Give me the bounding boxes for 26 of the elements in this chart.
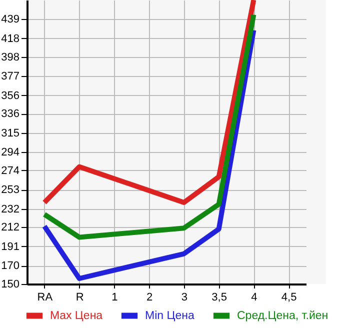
x-tick-label: 4	[251, 292, 258, 304]
y-tick-label: 274	[1, 164, 20, 177]
y-tick-label: 356	[1, 90, 20, 102]
y-tick-label: 377	[1, 70, 20, 83]
y-tick-label: 398	[1, 51, 20, 64]
y-tick-label: 170	[1, 260, 20, 272]
y-tick-label: 336	[1, 108, 20, 120]
x-tick-label: 3	[181, 292, 188, 304]
x-tick-label: RA	[37, 292, 54, 304]
x-tick-label: 3,5	[212, 292, 227, 304]
y-tick-label: 294	[1, 146, 20, 159]
y-tick-label: 418	[1, 32, 20, 45]
x-tick-label: 1	[112, 292, 118, 304]
y-tick-label: 253	[1, 184, 20, 196]
y-tick-label: 212	[1, 222, 20, 234]
x-tick-label: R	[76, 292, 84, 304]
x-tick-label: 4,5	[281, 292, 297, 304]
y-tick-label: 150	[1, 278, 20, 290]
legend-label: Сред.Цена, т.йен	[237, 310, 328, 322]
y-tick-label: 439	[1, 14, 20, 26]
x-tick-label: 2	[146, 292, 153, 304]
y-tick-label: 315	[1, 127, 20, 140]
y-tick-label: 232	[1, 203, 20, 216]
y-tick-label: 191	[1, 240, 20, 253]
legend-label: Min Цена	[145, 310, 195, 322]
legend-label: Max Цена	[50, 310, 104, 322]
